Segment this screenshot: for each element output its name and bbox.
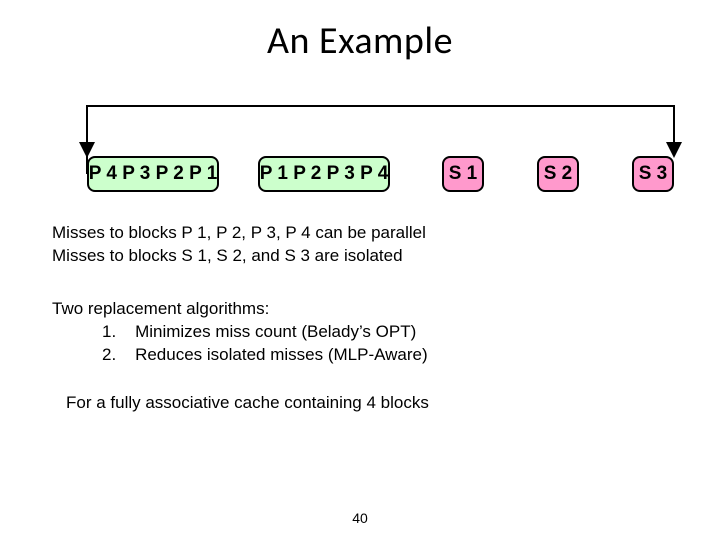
s2-box: S 2	[537, 156, 579, 192]
p-sequence-box-reverse: P 4 P 3 P 2 P 1	[87, 156, 219, 192]
slide-title: An Example	[0, 18, 720, 64]
s1-box: S 1	[442, 156, 484, 192]
cache-description: For a fully associative cache containing…	[66, 392, 429, 415]
slide: An Example P 4 P 3 P 2 P 1 P 1 P 2 P 3 P…	[0, 0, 720, 540]
diagram: P 4 P 3 P 2 P 1 P 1 P 2 P 3 P 4 S 1 S 2 …	[40, 96, 690, 216]
algorithms-list: Two replacement algorithms:1. Minimizes …	[52, 298, 428, 367]
page-number: 40	[0, 510, 720, 526]
p-sequence-box-forward: P 1 P 2 P 3 P 4	[258, 156, 390, 192]
misses-description: Misses to blocks P 1, P 2, P 3, P 4 can …	[52, 222, 426, 268]
s3-box: S 3	[632, 156, 674, 192]
